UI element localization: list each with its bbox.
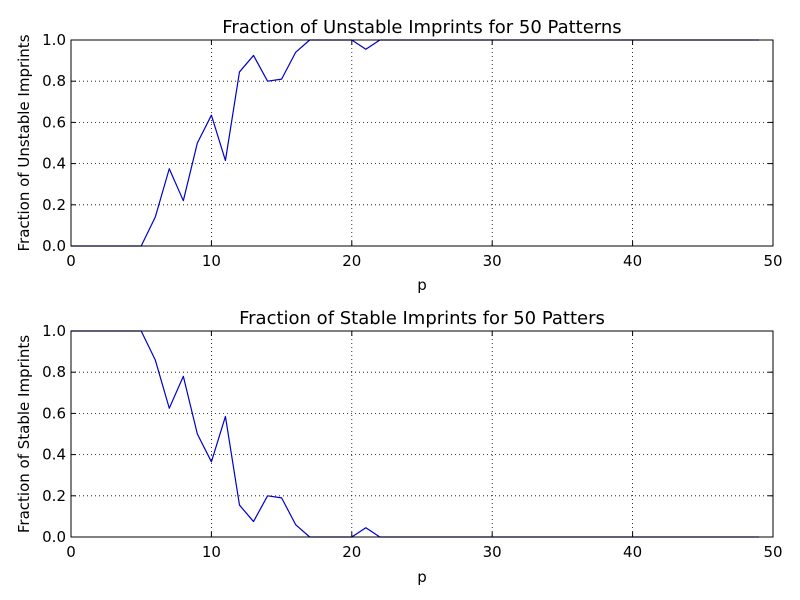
- x-tick-label: 10: [202, 252, 221, 270]
- y-tick-label: 0.2: [42, 196, 66, 214]
- series-line: [71, 39, 759, 247]
- x-tick-label: 30: [483, 252, 502, 270]
- axes-frame: [70, 39, 774, 247]
- x-tick-label: 10: [202, 543, 221, 561]
- x-tick-label: 0: [66, 252, 76, 270]
- x-tick-label: 40: [623, 252, 642, 270]
- y-tick-label: 0.6: [42, 404, 66, 422]
- y-axis-label: Fraction of Unstable Imprints: [15, 34, 33, 251]
- x-tick-label: 20: [342, 543, 361, 561]
- x-axis-label: p: [417, 276, 427, 294]
- y-tick-label: 0.4: [42, 155, 66, 173]
- y-tick-label: 1.0: [42, 31, 66, 49]
- y-tick-label: 0.6: [42, 113, 66, 131]
- chart-title: Fraction of Stable Imprints for 50 Patte…: [239, 308, 605, 329]
- y-tick-label: 0.2: [42, 487, 66, 505]
- x-tick-label: 0: [66, 543, 76, 561]
- plot-unstable-imprints: Fraction of Unstable Imprints for 50 Pat…: [15, 17, 783, 294]
- x-axis-label: p: [417, 568, 427, 586]
- y-tick-label: 0.0: [42, 528, 66, 546]
- series-line: [71, 330, 759, 538]
- x-tick-label: 40: [623, 543, 642, 561]
- x-tick-label: 50: [763, 543, 782, 561]
- x-tick-label: 50: [763, 252, 782, 270]
- y-tick-label: 0.8: [42, 363, 66, 381]
- plot-stable-imprints: Fraction of Stable Imprints for 50 Patte…: [15, 308, 783, 586]
- x-tick-label: 30: [483, 543, 502, 561]
- y-axis-label: Fraction of Stable Imprints: [15, 335, 33, 533]
- y-tick-label: 0.0: [42, 237, 66, 255]
- y-tick-label: 0.4: [42, 446, 66, 464]
- y-tick-label: 0.8: [42, 72, 66, 90]
- x-tick-label: 20: [342, 252, 361, 270]
- chart-title: Fraction of Unstable Imprints for 50 Pat…: [222, 17, 621, 38]
- axes-frame: [70, 330, 774, 538]
- y-tick-label: 1.0: [42, 322, 66, 340]
